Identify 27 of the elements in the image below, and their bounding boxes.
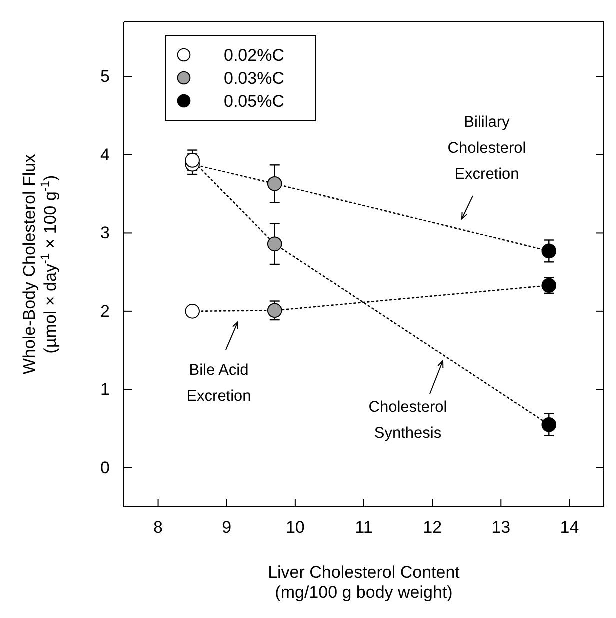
legend-label: 0.03%C — [224, 69, 284, 88]
point — [185, 304, 200, 319]
point — [185, 153, 200, 168]
y-tick-label: 4 — [100, 145, 110, 164]
x-tick-label: 14 — [560, 518, 580, 538]
y-tick-label: 1 — [100, 380, 110, 400]
point — [267, 236, 282, 252]
point — [267, 303, 282, 318]
point — [267, 176, 282, 192]
legend-label: 0.02%C — [224, 46, 284, 65]
annotation: Bililary Cholesterol Excretion — [448, 114, 526, 183]
x-axis-title: Liver Cholesterol Content (mg/100 g body weight) — [268, 563, 460, 602]
x-tick-label: 10 — [286, 518, 305, 538]
x-tick-label: 9 — [222, 518, 232, 538]
legend-label: 0.05%C — [224, 92, 284, 111]
point — [542, 244, 557, 259]
y-tick-label: 2 — [100, 302, 110, 321]
x-tick-label: 8 — [154, 518, 164, 538]
point — [542, 417, 557, 432]
annotation: Bile Acid Excretion — [186, 362, 252, 405]
y-tick-label: 3 — [100, 224, 110, 243]
x-tick-label: 13 — [492, 518, 511, 538]
y-tick-label: 0 — [100, 458, 110, 478]
x-tick-label: 12 — [423, 518, 442, 538]
y-tick-label: 5 — [100, 67, 110, 86]
x-tick-label: 11 — [355, 518, 373, 538]
annotation: Cholesterol Synthesis — [368, 399, 448, 442]
